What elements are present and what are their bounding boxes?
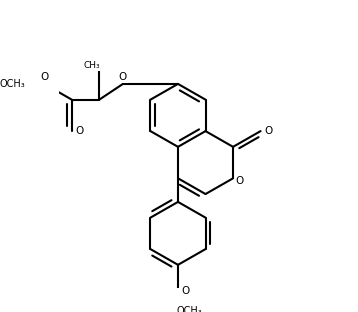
Text: O: O bbox=[40, 72, 48, 82]
Text: OCH₃: OCH₃ bbox=[177, 306, 203, 312]
Text: OCH₃: OCH₃ bbox=[0, 79, 26, 89]
Text: O: O bbox=[236, 176, 244, 186]
Text: O: O bbox=[264, 126, 272, 136]
Text: O: O bbox=[119, 72, 127, 82]
Text: O: O bbox=[182, 286, 190, 296]
Text: CH₃: CH₃ bbox=[83, 61, 100, 70]
Text: O: O bbox=[76, 126, 84, 136]
